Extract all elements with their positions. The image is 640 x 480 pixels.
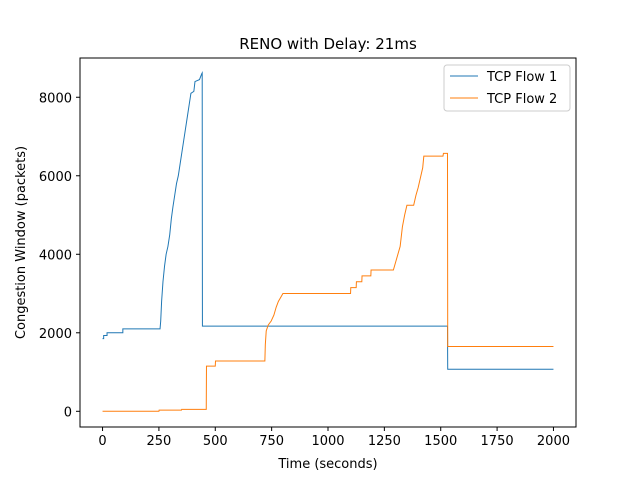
y-tick-label: 0 (64, 405, 72, 420)
x-tick-label: 0 (98, 434, 106, 449)
x-tick-label: 1000 (311, 434, 344, 449)
legend-label: TCP Flow 1 (486, 70, 557, 85)
x-tick-label: 1250 (368, 434, 401, 449)
series-line-flow-1 (102, 71, 554, 370)
x-tick-label: 2000 (537, 434, 570, 449)
y-axis: 0 2000 4000 6000 8000 (39, 91, 80, 420)
x-tick-label: 1750 (481, 434, 514, 449)
legend: TCP Flow 1 TCP Flow 2 (443, 64, 571, 112)
x-tick-label: 250 (146, 434, 171, 449)
chart-title: RENO with Delay: 21ms (239, 35, 417, 53)
y-tick-label: 8000 (39, 91, 72, 106)
x-axis-label: Time (seconds) (277, 457, 377, 472)
y-tick-label: 4000 (39, 248, 72, 263)
x-axis: 0 250 500 750 1000 1250 1500 1750 2000 (98, 427, 570, 449)
x-tick-label: 750 (259, 434, 284, 449)
x-tick-label: 500 (203, 434, 228, 449)
series-line-flow-2 (102, 152, 554, 412)
y-tick-label: 6000 (39, 170, 72, 185)
x-tick-label: 1500 (424, 434, 457, 449)
y-tick-label: 2000 (39, 327, 72, 342)
legend-label: TCP Flow 2 (486, 92, 557, 107)
y-axis-label: Congestion Window (packets) (14, 146, 29, 339)
